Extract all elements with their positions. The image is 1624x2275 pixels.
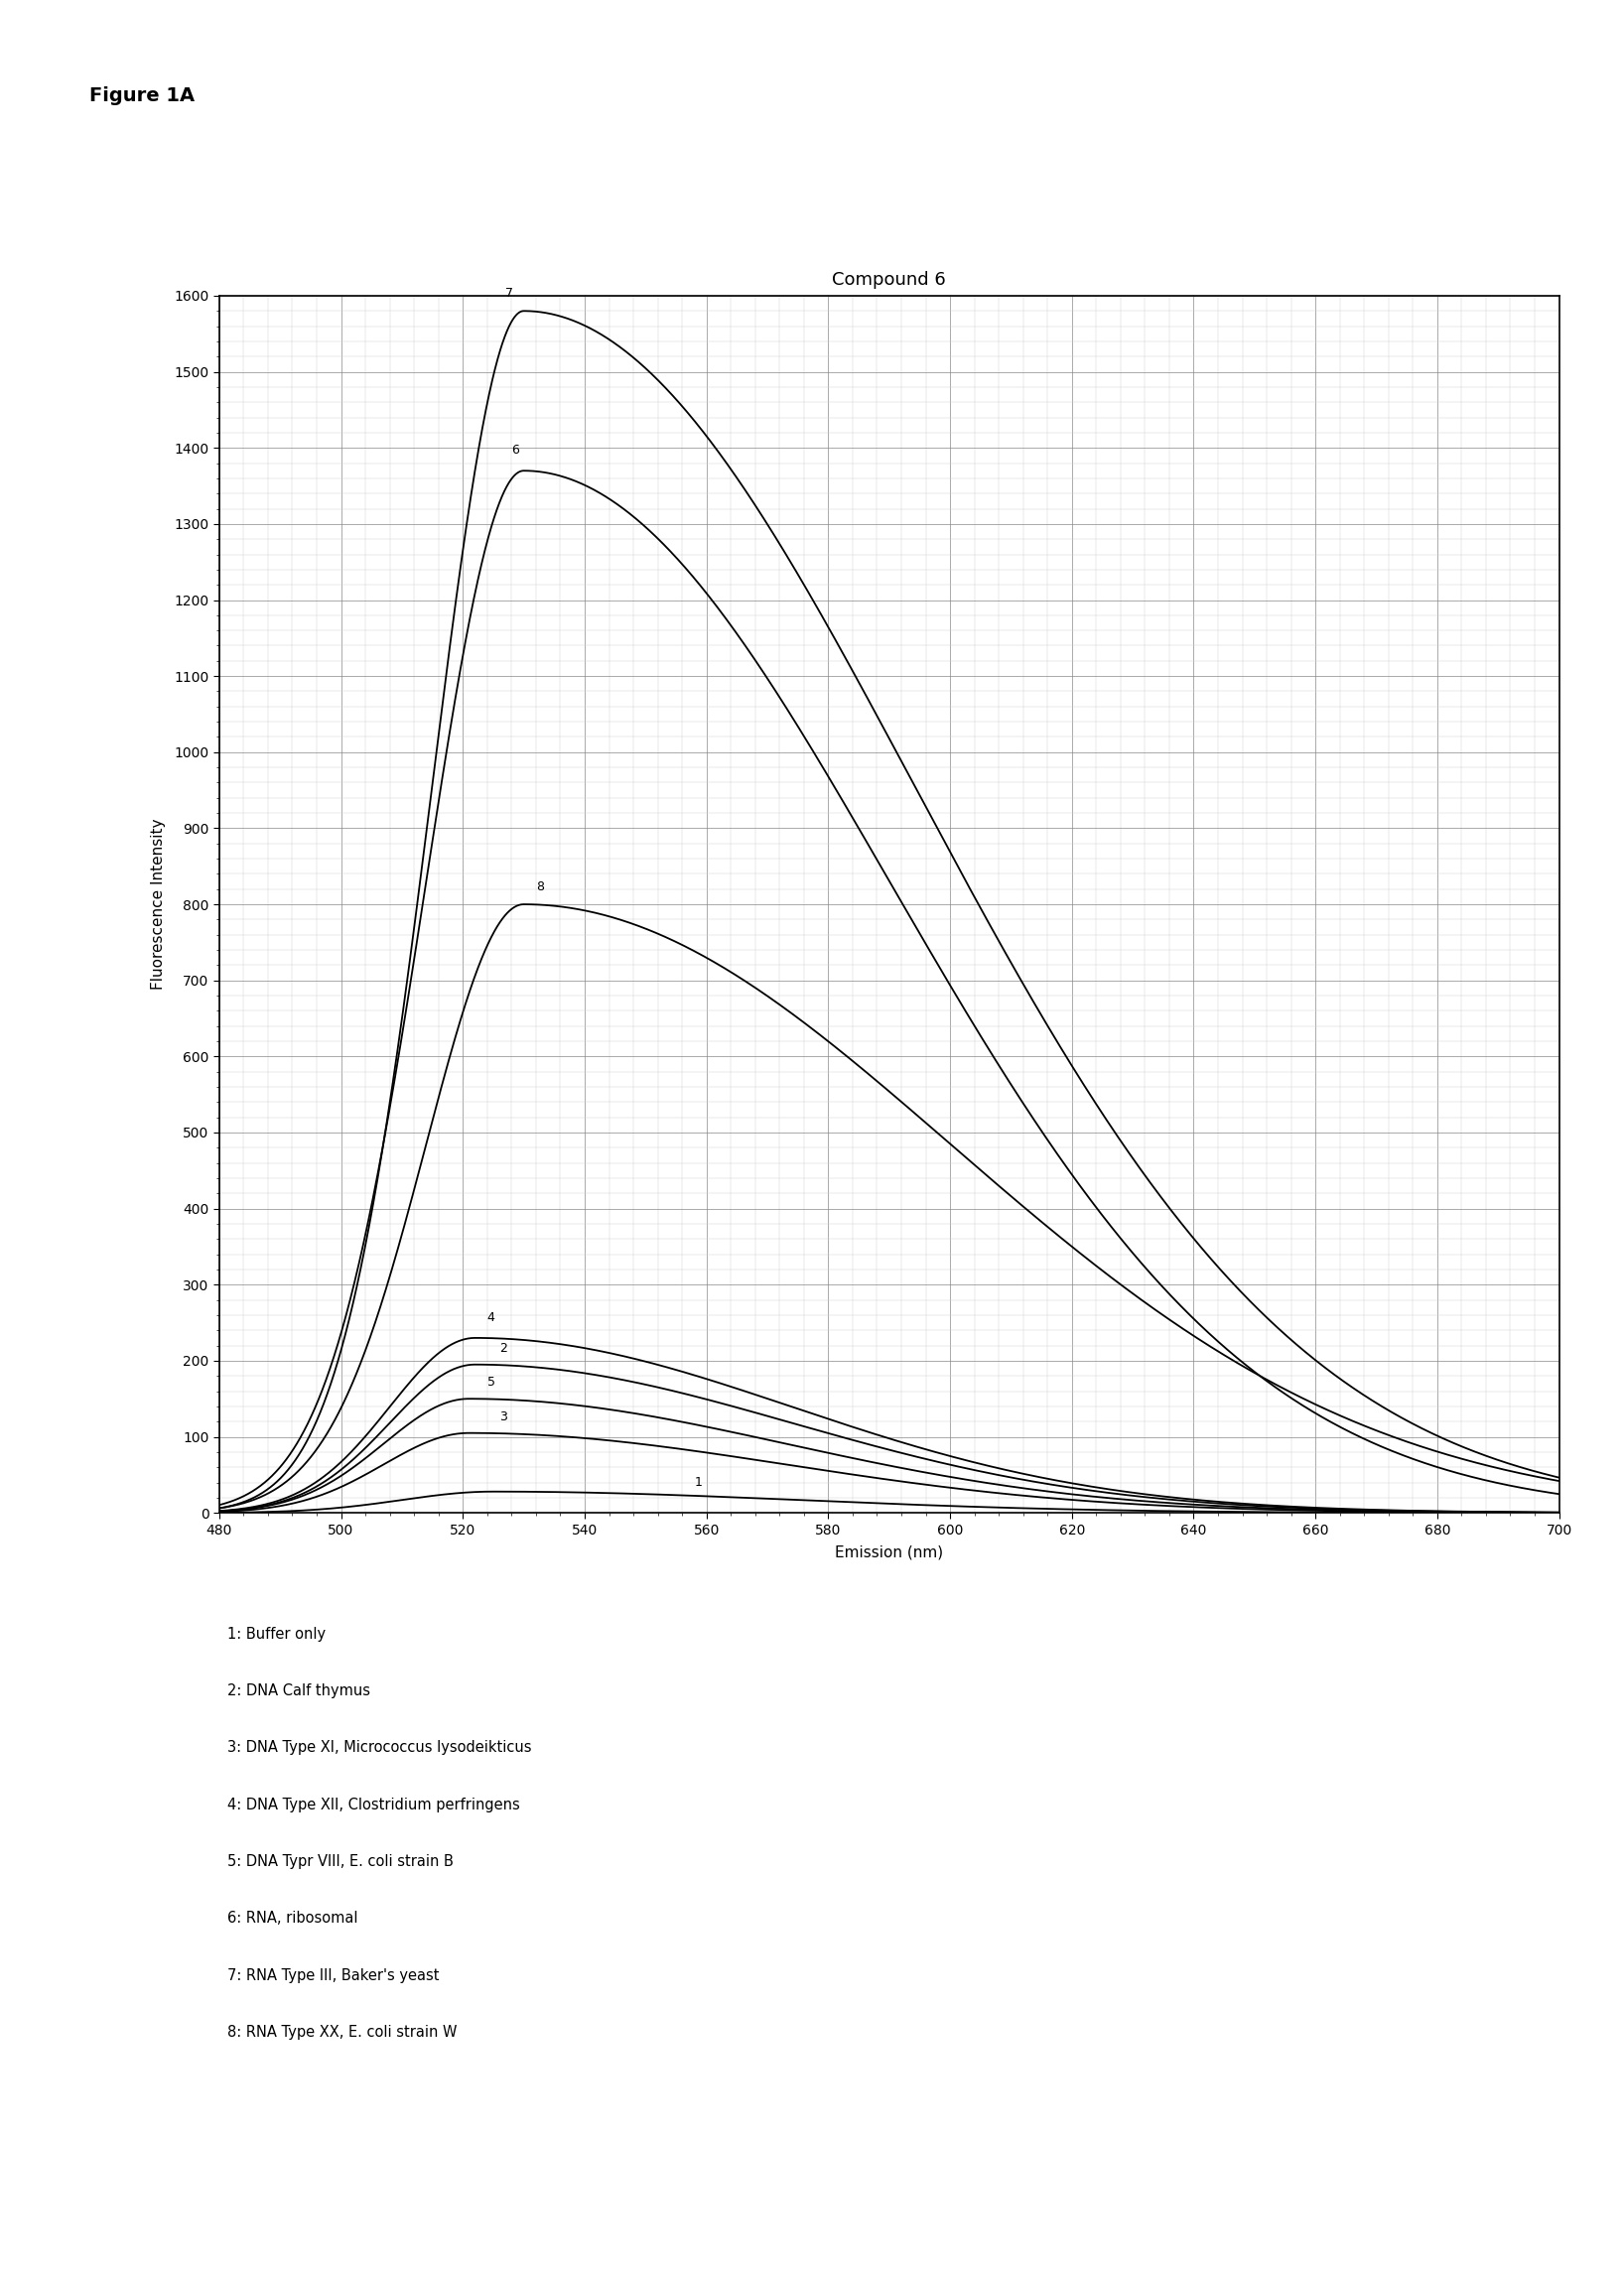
Text: 7: 7 [505, 287, 513, 300]
Text: 1: Buffer only: 1: Buffer only [227, 1627, 326, 1643]
Text: 5: DNA Typr VIII, E. coli strain B: 5: DNA Typr VIII, E. coli strain B [227, 1854, 453, 1870]
Text: Figure 1A: Figure 1A [89, 86, 195, 105]
Text: 8: RNA Type XX, E. coli strain W: 8: RNA Type XX, E. coli strain W [227, 2025, 458, 2041]
Text: 6: 6 [512, 444, 520, 457]
Y-axis label: Fluorescence Intensity: Fluorescence Intensity [151, 819, 166, 990]
Text: 2: DNA Calf thymus: 2: DNA Calf thymus [227, 1684, 370, 1699]
Text: 1: 1 [695, 1476, 702, 1488]
Title: Compound 6: Compound 6 [831, 271, 947, 289]
Text: 5: 5 [487, 1376, 495, 1388]
Text: 3: DNA Type XI, Micrococcus lysodeikticus: 3: DNA Type XI, Micrococcus lysodeikticu… [227, 1740, 531, 1756]
Text: 2: 2 [500, 1342, 507, 1354]
Text: 7: RNA Type III, Baker's yeast: 7: RNA Type III, Baker's yeast [227, 1968, 440, 1984]
Text: 4: DNA Type XII, Clostridium perfringens: 4: DNA Type XII, Clostridium perfringens [227, 1797, 520, 1813]
Text: 3: 3 [500, 1410, 507, 1424]
Text: 4: 4 [487, 1310, 495, 1324]
Text: 6: RNA, ribosomal: 6: RNA, ribosomal [227, 1911, 357, 1927]
X-axis label: Emission (nm): Emission (nm) [835, 1545, 944, 1561]
Text: 8: 8 [536, 880, 544, 892]
